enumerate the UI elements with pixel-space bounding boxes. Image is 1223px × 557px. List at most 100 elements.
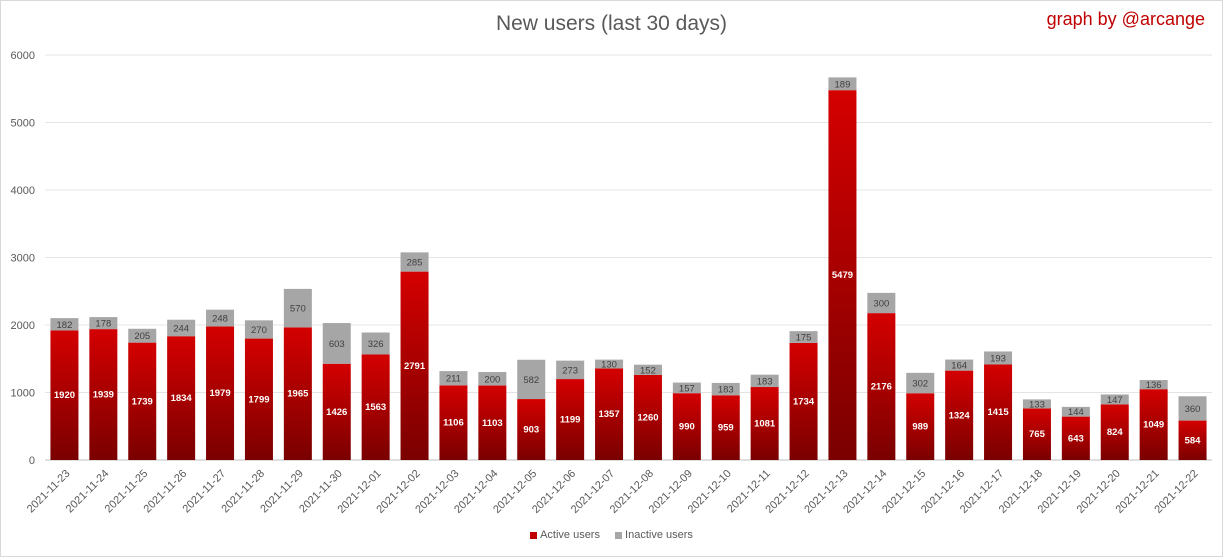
bar-active — [867, 313, 896, 460]
bar-inactive — [1061, 406, 1090, 417]
data-label-inactive: 189 — [835, 79, 851, 90]
data-label-active: 765 — [1029, 429, 1046, 440]
bar-active — [711, 395, 740, 460]
data-label-inactive: 175 — [796, 333, 812, 344]
bar-inactive — [906, 372, 935, 394]
legend-item-inactive: Inactive users — [615, 529, 693, 541]
y-tick-label: 6000 — [11, 50, 35, 62]
data-label-inactive: 270 — [251, 325, 267, 336]
data-label-inactive: 244 — [173, 323, 189, 334]
bar-inactive — [244, 320, 273, 339]
bar-active — [1178, 420, 1207, 460]
bar-inactive — [478, 372, 507, 386]
data-label-inactive: 273 — [562, 365, 578, 376]
data-label-active: 584 — [1185, 435, 1202, 446]
data-label-active: 1734 — [793, 396, 815, 407]
bar-active — [361, 354, 390, 460]
bar-inactive — [400, 252, 429, 272]
bar-inactive — [361, 332, 390, 355]
data-label-active: 643 — [1068, 433, 1084, 444]
bar-active — [672, 393, 701, 460]
data-label-inactive: 157 — [679, 383, 695, 394]
data-label-inactive: 193 — [990, 353, 1006, 364]
legend-swatch-active — [530, 531, 538, 539]
bar-active — [906, 393, 935, 460]
bars: 1920 182 1939 178 1739 205 1834 244 1979 248 1799 2… — [50, 77, 1207, 460]
bar-inactive — [867, 292, 896, 314]
bar-active — [283, 327, 312, 460]
bar-inactive — [595, 359, 624, 369]
data-label-inactive: 200 — [484, 374, 500, 385]
data-label-inactive: 178 — [95, 319, 111, 330]
bar-active — [1022, 408, 1051, 460]
y-tick-label: 1000 — [11, 388, 35, 400]
bar-inactive — [945, 359, 974, 371]
data-label-active: 1049 — [1143, 420, 1164, 431]
bar-active — [789, 342, 818, 460]
data-label-inactive: 152 — [640, 365, 656, 376]
bar-inactive — [556, 360, 585, 380]
bar-inactive — [89, 317, 118, 330]
data-label-active: 1920 — [54, 390, 75, 401]
y-tick-label: 4000 — [11, 185, 35, 197]
y-axis-ticks: 0 1000 2000 3000 4000 5000 6000 — [11, 50, 35, 467]
bar-active — [750, 387, 779, 460]
bar-active — [556, 379, 585, 460]
bar-inactive — [633, 364, 662, 375]
bar-active — [89, 329, 118, 460]
data-label-active: 1426 — [326, 407, 347, 418]
y-tick-label: 0 — [29, 455, 35, 467]
data-label-active: 1415 — [987, 407, 1009, 418]
bar-active — [439, 385, 468, 460]
bar-inactive — [984, 351, 1013, 365]
data-label-inactive: 603 — [329, 339, 345, 350]
bar-active — [400, 271, 429, 460]
bar-inactive — [283, 288, 312, 328]
data-label-active: 1939 — [93, 390, 114, 401]
data-label-active: 1324 — [949, 410, 971, 421]
data-label-inactive: 302 — [912, 379, 928, 390]
bar-inactive — [322, 323, 351, 364]
data-label-active: 1081 — [754, 419, 776, 430]
data-label-active: 5479 — [832, 270, 853, 281]
bar-active — [1100, 404, 1129, 460]
legend-swatch-inactive — [615, 531, 623, 539]
data-label-inactive: 183 — [718, 385, 734, 396]
data-label-active: 1199 — [560, 415, 581, 426]
data-label-active: 990 — [679, 422, 695, 433]
bar-active — [1139, 389, 1168, 460]
bar-inactive — [711, 382, 740, 396]
data-label-active: 1103 — [482, 418, 503, 429]
bar-active — [517, 399, 546, 460]
chart-credit: graph by @arcange — [1046, 9, 1205, 29]
data-label-active: 824 — [1107, 427, 1124, 438]
bar-inactive — [750, 374, 779, 388]
legend-label-inactive: Inactive users — [625, 529, 693, 541]
y-tick-label: 2000 — [11, 320, 35, 332]
data-label-inactive: 147 — [1107, 395, 1123, 406]
data-label-inactive: 182 — [57, 320, 73, 331]
legend-label-active: Active users — [540, 529, 600, 541]
legend-item-active: Active users — [530, 529, 600, 541]
bar-active — [206, 326, 235, 460]
bar-inactive — [128, 328, 157, 343]
data-label-inactive: 582 — [523, 375, 539, 386]
bar-inactive — [439, 371, 468, 386]
bar-inactive — [517, 359, 546, 400]
bar-inactive — [1022, 399, 1051, 409]
data-label-inactive: 248 — [212, 314, 228, 325]
data-label-inactive: 130 — [601, 360, 617, 371]
data-label-inactive: 570 — [290, 304, 306, 315]
bar-active — [244, 338, 273, 460]
bar-inactive — [50, 318, 79, 331]
data-label-inactive: 164 — [951, 361, 967, 372]
data-label-active: 1739 — [132, 396, 153, 407]
data-label-inactive: 211 — [446, 374, 461, 385]
bar-inactive — [1139, 380, 1168, 390]
bar-active — [984, 364, 1013, 460]
data-label-active: 959 — [718, 423, 734, 434]
x-axis-ticks: 2021-11-232021-11-242021-11-252021-11-26… — [25, 468, 1201, 516]
bar-inactive — [828, 77, 857, 91]
bar-active — [945, 370, 974, 460]
